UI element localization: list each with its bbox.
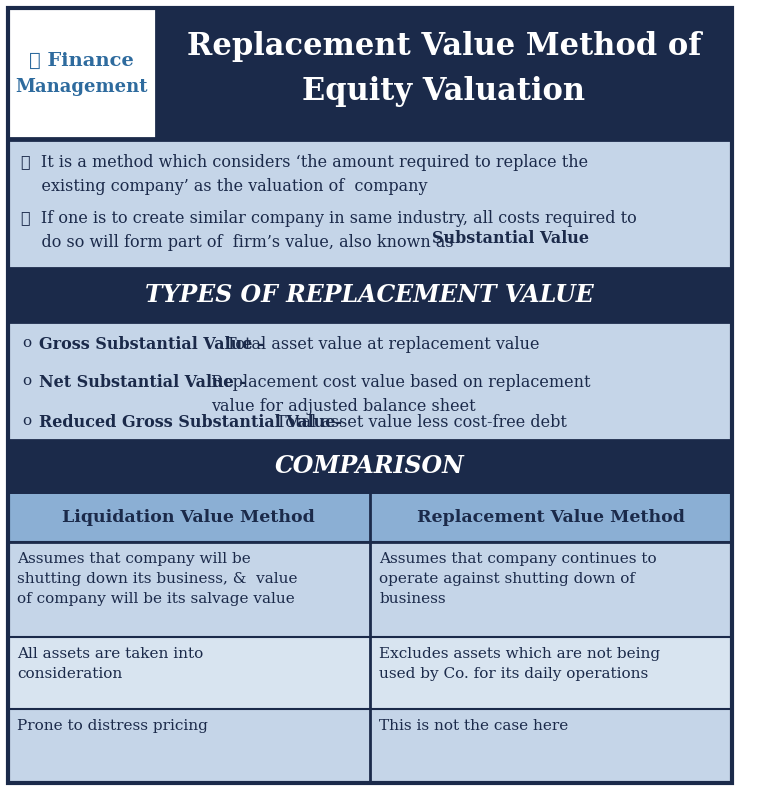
Text: Management: Management (15, 78, 148, 96)
Text: o: o (22, 374, 32, 388)
Text: o: o (22, 336, 32, 350)
FancyBboxPatch shape (8, 492, 731, 783)
Text: TYPES OF REPLACEMENT VALUE: TYPES OF REPLACEMENT VALUE (145, 283, 594, 307)
Text: Total asset value at replacement value: Total asset value at replacement value (226, 336, 540, 353)
FancyBboxPatch shape (369, 637, 731, 709)
FancyBboxPatch shape (8, 270, 731, 320)
Text: ❖  It is a method which considers ‘the amount required to replace the
    existi: ❖ It is a method which considers ‘the am… (21, 154, 588, 195)
FancyBboxPatch shape (8, 709, 369, 757)
Text: Replacement Value Method of
Equity Valuation: Replacement Value Method of Equity Valua… (186, 31, 701, 108)
FancyBboxPatch shape (8, 442, 731, 490)
Text: Gross Substantial Value -: Gross Substantial Value - (39, 336, 271, 353)
FancyBboxPatch shape (369, 492, 731, 542)
FancyBboxPatch shape (8, 492, 369, 542)
Text: COMPARISON: COMPARISON (274, 454, 465, 478)
Text: Replacement Value Method: Replacement Value Method (417, 509, 685, 525)
FancyBboxPatch shape (369, 709, 731, 757)
FancyBboxPatch shape (8, 542, 369, 637)
Text: Reduced Gross Substantial Value-: Reduced Gross Substantial Value- (39, 414, 348, 431)
Text: Assumes that company will be
shutting down its business, &  value
of company wil: Assumes that company will be shutting do… (17, 552, 298, 606)
FancyBboxPatch shape (8, 140, 731, 268)
FancyBboxPatch shape (8, 322, 731, 440)
Text: Replacement cost value based on replacement
value for adjusted balance sheet: Replacement cost value based on replacem… (211, 374, 591, 414)
Text: Substantial Value: Substantial Value (432, 230, 589, 247)
Text: o: o (22, 414, 32, 428)
Text: This is not the case here: This is not the case here (380, 719, 568, 733)
Text: Net Substantial Value -: Net Substantial Value - (39, 374, 252, 391)
Text: All assets are taken into
consideration: All assets are taken into consideration (17, 647, 203, 681)
Text: ❖  If one is to create similar company in same industry, all costs required to
 : ❖ If one is to create similar company in… (21, 210, 637, 251)
Text: Assumes that company continues to
operate against shutting down of
business: Assumes that company continues to operat… (380, 552, 657, 606)
FancyBboxPatch shape (369, 542, 731, 637)
Text: Liquidation Value Method: Liquidation Value Method (63, 509, 315, 525)
Text: Excludes assets which are not being
used by Co. for its daily operations: Excludes assets which are not being used… (380, 647, 660, 681)
FancyBboxPatch shape (156, 8, 731, 138)
FancyBboxPatch shape (8, 8, 731, 783)
FancyBboxPatch shape (8, 637, 369, 709)
FancyBboxPatch shape (8, 8, 156, 138)
Text: ❖  If one is to create similar company in same industry, all costs required to
 : ❖ If one is to create similar company in… (21, 210, 637, 247)
Text: 🚩 Finance: 🚩 Finance (29, 52, 135, 70)
Text: Prone to distress pricing: Prone to distress pricing (17, 719, 208, 733)
Text: Total asset value less cost-free debt: Total asset value less cost-free debt (276, 414, 567, 431)
